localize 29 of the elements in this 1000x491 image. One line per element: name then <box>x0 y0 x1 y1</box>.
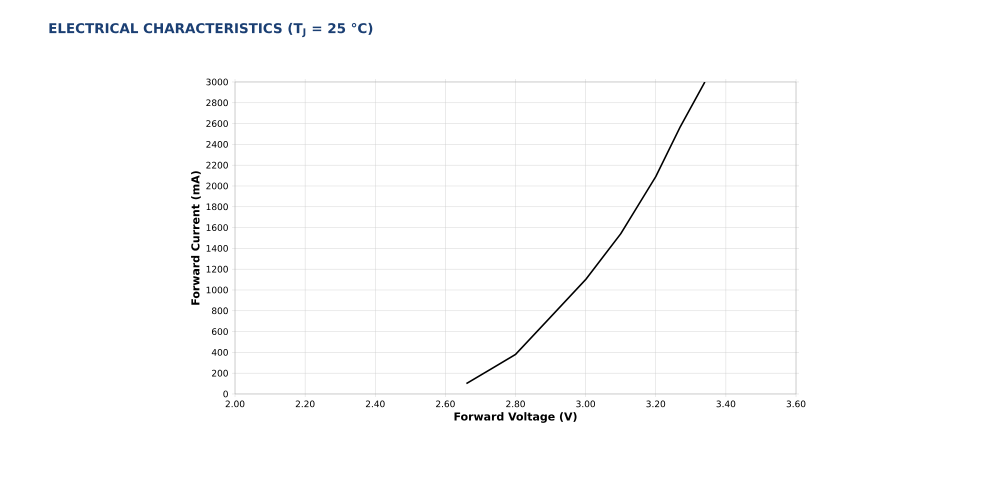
x-tick-label: 3.40 <box>716 400 736 408</box>
x-tick-label: 3.60 <box>786 400 806 408</box>
x-tick-label: 2.40 <box>366 400 385 408</box>
x-tick-label: 2.80 <box>506 400 525 408</box>
y-tick-label: 600 <box>212 328 228 335</box>
y-axis-title: Forward Current (mA) <box>191 171 201 305</box>
y-tick-label: 1800 <box>206 203 228 210</box>
y-tick-label: 400 <box>212 348 228 356</box>
y-tick-label: 2400 <box>206 140 228 148</box>
x-tick-label: 2.20 <box>296 400 315 408</box>
x-tick-label: 2.00 <box>226 400 244 408</box>
y-tick-label: 2600 <box>206 120 228 127</box>
y-tick-label: 1600 <box>206 224 228 231</box>
line-series <box>466 82 706 384</box>
y-tick-label: 2800 <box>206 99 228 106</box>
y-tick-label: 200 <box>212 370 228 377</box>
y-tick-label: 1400 <box>206 244 228 252</box>
y-tick-label: 2200 <box>206 162 228 169</box>
y-tick-label: 2000 <box>206 182 228 190</box>
y-tick-label: 1200 <box>206 266 228 273</box>
y-tick-label: 0 <box>223 390 228 398</box>
y-tick-label: 1000 <box>206 286 228 294</box>
x-tick-label: 3.20 <box>646 400 666 408</box>
x-axis-title: Forward Voltage (V) <box>454 412 577 423</box>
y-tick-label: 3000 <box>206 78 228 86</box>
x-tick-label: 3.00 <box>576 400 596 408</box>
x-tick-label: 2.60 <box>436 400 455 408</box>
y-tick-label: 800 <box>212 307 228 314</box>
chart-title: ELECTRICAL CHARACTERISTICS (T$_{J}$ = 25 °C) <box>49 22 372 38</box>
